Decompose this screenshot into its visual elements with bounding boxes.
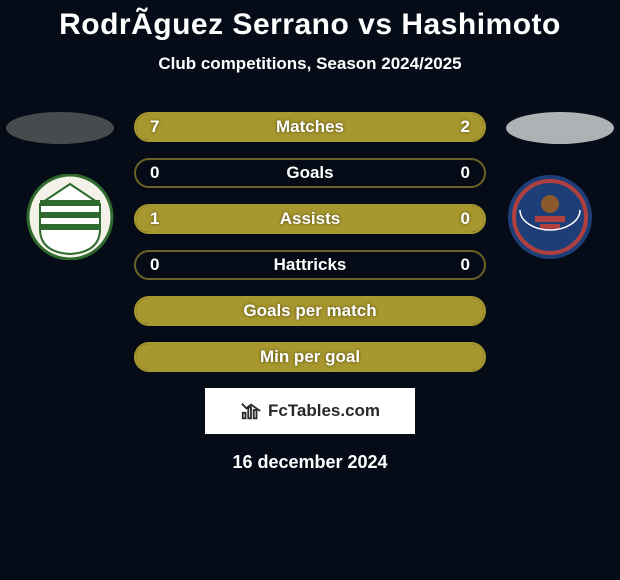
stat-row: 7 2 Matches: [134, 112, 486, 142]
stat-left-value: 0: [150, 255, 159, 275]
page-subtitle: Club competitions, Season 2024/2025: [0, 54, 620, 74]
stat-left-value: 0: [150, 163, 159, 183]
stat-right-value: 2: [461, 117, 470, 137]
stat-label: Hattricks: [274, 255, 347, 275]
bar-fill-right: [407, 114, 484, 140]
stat-bars: 7 2 Matches 0 0 Goals 1 0 Assists 0 0 Hattricks Goal…: [134, 112, 486, 372]
snapshot-date: 16 december 2024: [0, 452, 620, 473]
shield-icon: [500, 174, 600, 260]
stat-row: 0 0 Hattricks: [134, 250, 486, 280]
stat-right-value: 0: [461, 163, 470, 183]
watermark: FcTables.com: [205, 388, 415, 434]
stat-row: 0 0 Goals: [134, 158, 486, 188]
right-club-badge: [500, 174, 600, 260]
page-title: RodrÃ­guez Serrano vs Hashimoto: [0, 0, 620, 42]
stat-right-value: 0: [461, 209, 470, 229]
stat-label: Min per goal: [260, 347, 360, 367]
stat-label: Matches: [276, 117, 344, 137]
watermark-text: FcTables.com: [268, 401, 380, 421]
stat-label: Goals: [286, 163, 333, 183]
stat-row: Goals per match: [134, 296, 486, 326]
shield-icon: [20, 174, 120, 260]
stat-label: Assists: [280, 209, 340, 229]
stat-label: Goals per match: [243, 301, 376, 321]
stat-left-value: 7: [150, 117, 159, 137]
bar-fill-left: [136, 114, 407, 140]
left-club-badge: [20, 174, 120, 260]
chart-icon: [240, 400, 262, 422]
stat-row: 1 0 Assists: [134, 204, 486, 234]
right-player-ellipse: [506, 112, 614, 144]
stat-left-value: 1: [150, 209, 159, 229]
stat-row: Min per goal: [134, 342, 486, 372]
left-player-ellipse: [6, 112, 114, 144]
comparison-panel: 7 2 Matches 0 0 Goals 1 0 Assists 0 0 Hattricks Goal…: [0, 112, 620, 473]
stat-right-value: 0: [461, 255, 470, 275]
